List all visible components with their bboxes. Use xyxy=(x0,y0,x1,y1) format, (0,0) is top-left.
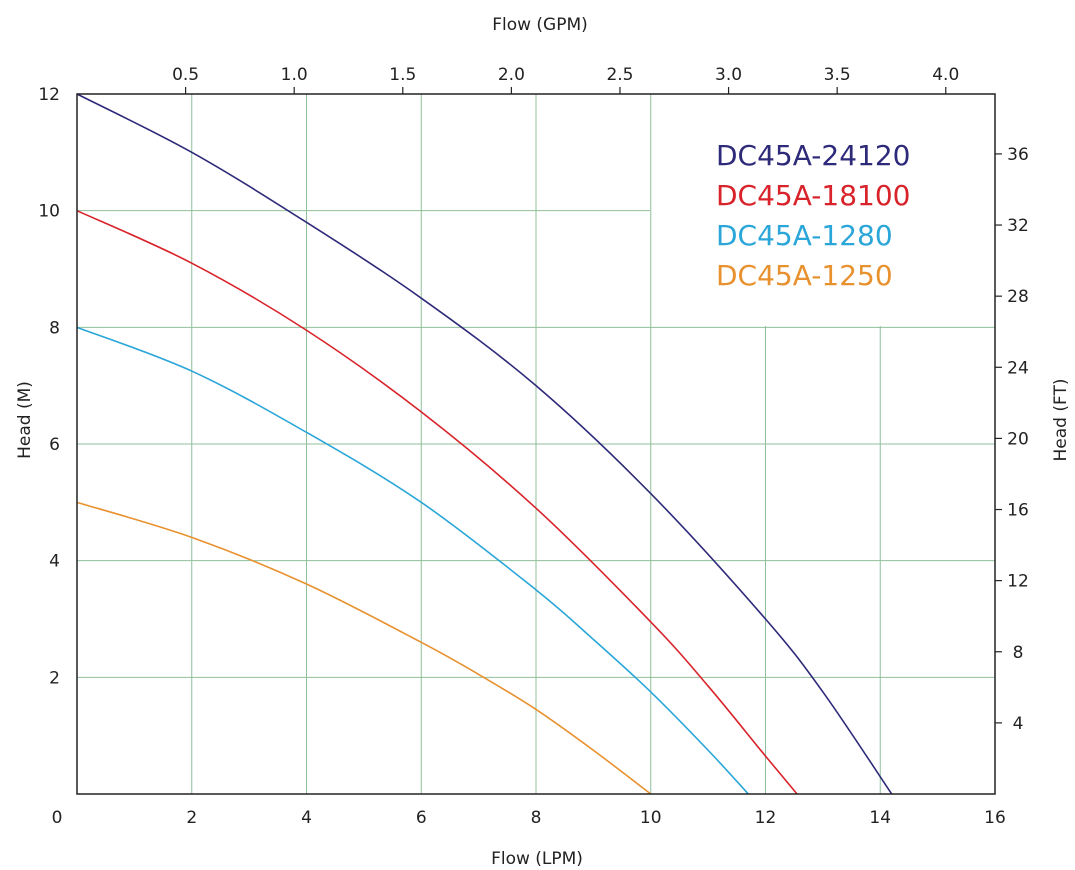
legend-entry: DC45A-1250 xyxy=(716,259,893,292)
y2-tick-label: 12 xyxy=(1007,572,1029,592)
x2-tick-label: 0.5 xyxy=(172,65,199,85)
x2-tick-label: 1.5 xyxy=(389,65,416,85)
y-tick-label: 4 xyxy=(49,552,60,572)
y2-tick-label: 36 xyxy=(1007,145,1029,165)
x2-tick-label: 3.0 xyxy=(715,65,742,85)
y2-tick-label: 16 xyxy=(1007,501,1029,521)
y2-tick-label: 8 xyxy=(1013,643,1024,663)
plot-frame xyxy=(76,93,996,795)
x-tick-label: 12 xyxy=(755,808,777,828)
y2-tick-label: 20 xyxy=(1007,429,1029,449)
grid-lines xyxy=(77,94,995,794)
y-tick-label: 6 xyxy=(49,435,60,455)
y-tick-label: 2 xyxy=(49,668,60,688)
x-tick-label: 4 xyxy=(301,808,312,828)
x2-tick-label: 2.0 xyxy=(498,65,525,85)
x-tick-label: 6 xyxy=(416,808,427,828)
x2-tick-label: 2.5 xyxy=(606,65,633,85)
x2-tick-label: 4.0 xyxy=(932,65,959,85)
y-tick-label: 8 xyxy=(49,318,60,338)
x2-axis-title: Flow (GPM) xyxy=(492,15,588,35)
series-line-dc45a-1250 xyxy=(76,501,652,795)
series-line-dc45a-1280 xyxy=(76,326,749,795)
x-axis-title: Flow (LPM) xyxy=(491,849,583,869)
series-curves xyxy=(76,93,893,795)
legend-entry: DC45A-18100 xyxy=(716,179,910,212)
x-tick-label: 14 xyxy=(869,808,891,828)
y2-axis-title: Head (FT) xyxy=(1051,379,1071,462)
y2-tick-label: 28 xyxy=(1007,287,1029,307)
x-tick-label: 8 xyxy=(531,808,542,828)
y-tick-label: 12 xyxy=(38,85,60,105)
x-tick-label: 10 xyxy=(640,808,662,828)
y-axis-title: Head (M) xyxy=(15,381,35,459)
x-tick-label: 2 xyxy=(186,808,197,828)
tick-marks xyxy=(184,87,1002,724)
x2-tick-label: 3.5 xyxy=(824,65,851,85)
legend-entry: DC45A-1280 xyxy=(716,219,893,252)
y-tick-label: 10 xyxy=(38,202,60,222)
series-line-dc45a-24120 xyxy=(76,93,893,795)
y2-tick-label: 32 xyxy=(1007,216,1029,236)
x2-tick-label: 1.0 xyxy=(281,65,308,85)
series-line-dc45a-18100 xyxy=(76,209,798,795)
x-tick-label: 0 xyxy=(52,808,63,828)
x-tick-label: 16 xyxy=(984,808,1006,828)
y2-tick-label: 4 xyxy=(1013,714,1024,734)
y2-tick-label: 24 xyxy=(1007,358,1029,378)
legend: DC45A-24120 DC45A-18100 DC45A-1280 DC45A-12… xyxy=(716,139,910,292)
legend-entry: DC45A-24120 xyxy=(716,139,910,172)
